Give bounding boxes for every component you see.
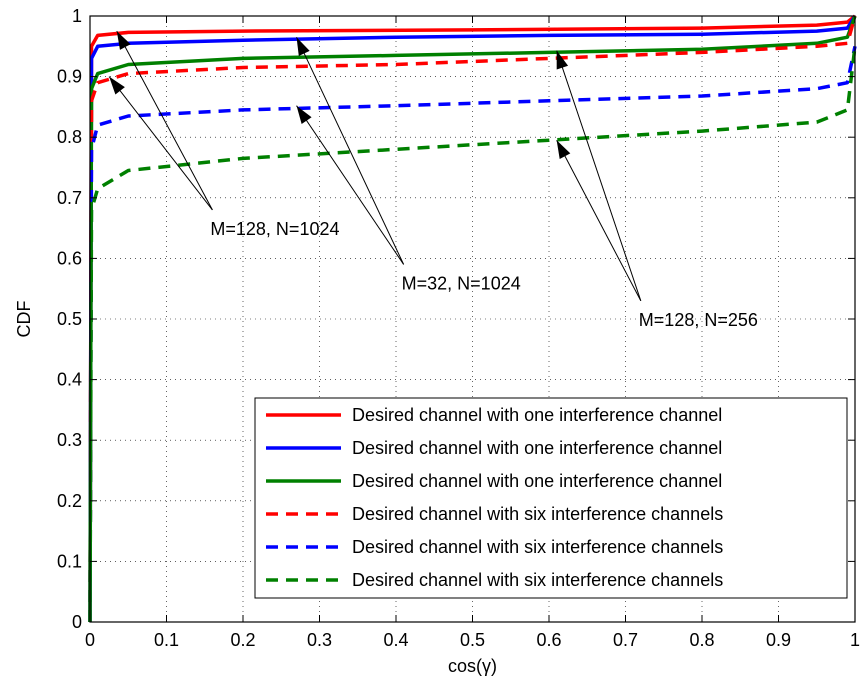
y-tick-label: 0 (72, 612, 82, 632)
y-tick-label: 0.9 (57, 67, 82, 87)
x-tick-label: 0.5 (460, 630, 485, 650)
y-tick-label: 0.4 (57, 370, 82, 390)
y-tick-label: 0.5 (57, 309, 82, 329)
arrow-head (296, 105, 312, 124)
series-line-1 (88, 14, 857, 623)
x-tick-label: 0.2 (230, 630, 255, 650)
arrow-head (556, 140, 571, 159)
annotation-label: M=128, N=256 (639, 310, 758, 330)
arrow-line (116, 30, 213, 211)
arrow-head (296, 37, 310, 57)
y-tick-label: 0.3 (57, 430, 82, 450)
x-axis-label: cos(γ) (448, 656, 497, 676)
series-line-3 (88, 15, 857, 623)
x-tick-label: 1 (850, 630, 860, 650)
legend-entry: Desired channel with one interference ch… (352, 438, 722, 458)
legend: Desired channel with one interference ch… (254, 397, 848, 599)
annotation-1: M=128, N=1024 (108, 30, 339, 239)
arrow-head (116, 31, 131, 50)
series-line-2 (88, 15, 857, 623)
x-tick-label: 0.3 (307, 630, 332, 650)
y-tick-label: 0.2 (57, 491, 82, 511)
y-tick-label: 0.8 (57, 127, 82, 147)
legend-entry: Desired channel with one interference ch… (352, 471, 722, 491)
series-line-5 (88, 45, 857, 623)
annotation-2: M=32, N=1024 (296, 36, 521, 293)
arrow-line (556, 139, 642, 302)
arrow-line (108, 76, 213, 211)
series-line-4 (88, 15, 857, 623)
x-tick-label: 0.9 (766, 630, 791, 650)
legend-entry: Desired channel with one interference ch… (352, 405, 722, 425)
legend-entry: Desired channel with six interference ch… (352, 504, 723, 524)
legend-entry: Desired channel with six interference ch… (352, 537, 723, 557)
y-tick-label: 0.1 (57, 551, 82, 571)
x-tick-label: 0.4 (383, 630, 408, 650)
arrow-head (556, 50, 569, 70)
x-tick-label: 0.8 (689, 630, 714, 650)
y-axis-label: CDF (14, 301, 34, 338)
arrow-line (296, 105, 405, 265)
annotation-3: M=128, N=256 (556, 50, 758, 330)
series-line-6 (88, 46, 857, 623)
x-tick-label: 0 (85, 630, 95, 650)
arrow-line (556, 50, 642, 301)
arrow-head (109, 76, 125, 95)
axis-ticks: 0 0.1 0.2 0.3 0.4 0.5 0.6 0.7 0.8 0.9 1 0 0.1 0.2 0.3 0… (57, 6, 860, 650)
arrow-line (296, 36, 405, 265)
legend-box (254, 397, 848, 599)
annotation-label: M=32, N=1024 (402, 273, 521, 293)
x-tick-label: 0.1 (154, 630, 179, 650)
series-lines (88, 14, 857, 623)
x-tick-label: 0.6 (536, 630, 561, 650)
annotation-label: M=128, N=1024 (210, 219, 339, 239)
y-tick-label: 0.7 (57, 188, 82, 208)
annotations: M=128, N=1024 M=32, N=1024 M=128, N=256 (108, 30, 758, 330)
legend-entry: Desired channel with six interference ch… (352, 570, 723, 590)
y-tick-label: 0.6 (57, 248, 82, 268)
y-tick-label: 1 (72, 6, 82, 26)
x-tick-label: 0.7 (613, 630, 638, 650)
